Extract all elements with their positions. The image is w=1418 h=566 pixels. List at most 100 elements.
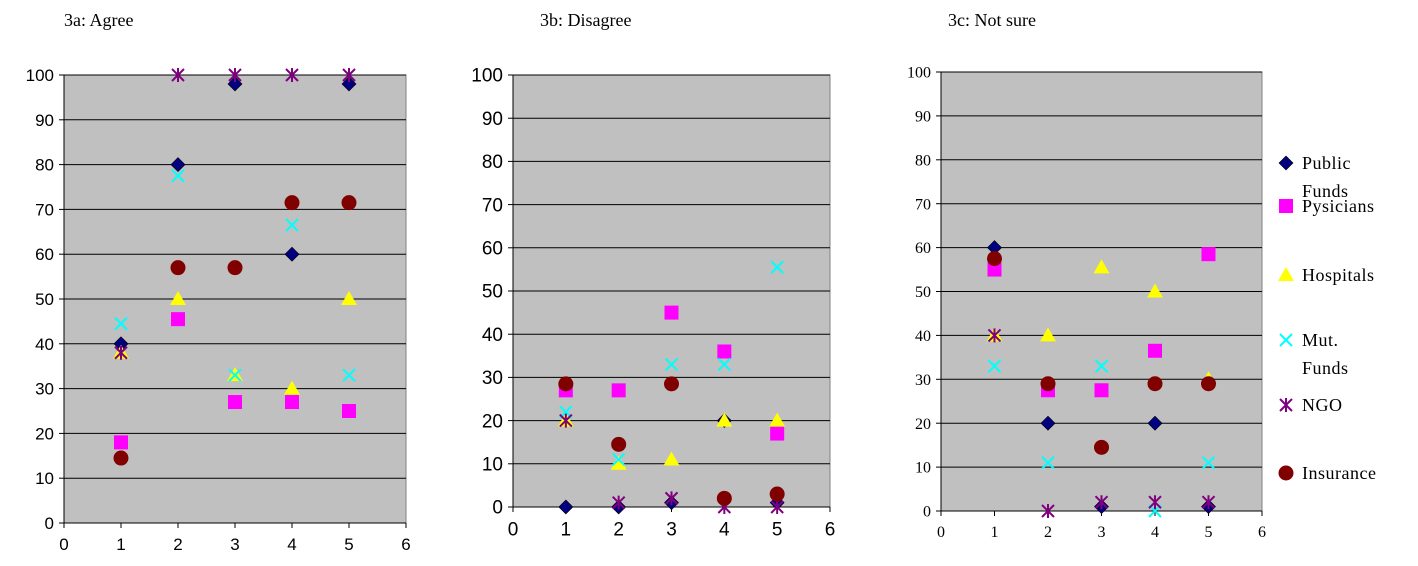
chart-3c-y-tick-label: 50 <box>915 284 931 301</box>
chart-3b-point-insurance <box>558 376 574 392</box>
chart-3a-point-hospitals <box>284 380 300 395</box>
chart-3a-x-tick-label: 1 <box>116 535 125 554</box>
chart-3c-y-tick-label: 30 <box>915 372 931 389</box>
chart-3b-point-hospitals <box>769 412 786 427</box>
legend-marker-mut-funds <box>1279 333 1293 347</box>
legend-marker-pysicians <box>1279 199 1293 213</box>
legend-marker-hospitals <box>1278 267 1294 281</box>
chart-3a-series-mut-funds <box>114 169 356 382</box>
legend-label-ngo: NGO <box>1302 395 1343 415</box>
chart-3c-point-pysicians <box>1094 383 1109 398</box>
chart-3a-point-mut-funds <box>285 218 299 232</box>
chart-3c-point-public-funds <box>1147 415 1163 431</box>
chart-3a-point-mut-funds <box>228 368 242 382</box>
chart-3b-y-tick-label: 20 <box>482 411 503 432</box>
chart-3b-point-pysicians <box>770 426 785 441</box>
chart-3c-y-tick-label: 80 <box>915 152 931 169</box>
chart-3c-x-tick-label: 3 <box>1098 524 1106 541</box>
chart-3c-y-tick-label: 0 <box>923 504 931 521</box>
chart-3a-point-insurance <box>170 260 186 276</box>
chart-3a-y-tick-label: 10 <box>35 469 54 488</box>
chart-3c-point-ngo <box>1041 504 1055 518</box>
legend-label-public-funds: Public <box>1302 153 1351 173</box>
chart-3c-point-ngo <box>1201 495 1216 510</box>
chart-3b: 0 10 20 30 40 50 60 70 80 90 100 0 1 2 3 4 5 6 <box>471 66 835 541</box>
chart-3b-point-insurance <box>716 490 732 506</box>
chart-3b-point-pysicians <box>664 305 679 320</box>
chart-3b-y-tick-label: 30 <box>482 368 503 389</box>
chart-3a-point-mut-funds <box>171 169 185 183</box>
chart-3c-point-pysicians <box>1201 247 1216 262</box>
chart-3b-x-tick-label: 4 <box>719 519 730 540</box>
chart-3a-point-public-funds <box>284 246 300 262</box>
legend-marker-insurance <box>1278 465 1294 481</box>
chart-3c-y-tick-label: 90 <box>915 109 931 126</box>
chart-3a-x-tick-label: 6 <box>401 535 410 554</box>
chart-3c-point-insurance <box>987 251 1002 267</box>
chart-3a-x-tick-label: 0 <box>59 535 68 554</box>
chart-3b-point-pysicians <box>611 383 626 398</box>
chart-3c-point-ngo <box>1094 495 1109 510</box>
chart-3b-x-tick-label: 6 <box>825 519 836 540</box>
chart-3c-x-tick-label: 5 <box>1205 524 1213 541</box>
chart-3a-y-tick-label: 70 <box>35 200 54 219</box>
chart-3a-point-pysicians <box>285 395 299 410</box>
chart-3b-point-hospitals <box>663 451 680 466</box>
chart-3b-point-hospitals <box>610 455 627 470</box>
chart-3c-point-insurance <box>1094 439 1109 455</box>
chart-3c-series-insurance <box>987 251 1216 455</box>
legend-label-mut-funds: Funds <box>1302 358 1349 378</box>
chart-3c-point-mut-funds <box>1201 456 1216 470</box>
chart-3b-x-tick-label: 1 <box>561 519 572 540</box>
chart-3c-x-tick-label: 6 <box>1258 524 1266 541</box>
legend-label-insurance: Insurance <box>1302 463 1376 483</box>
chart-3b-point-ngo <box>770 500 784 514</box>
chart-3b-point-insurance <box>664 376 679 392</box>
chart-3a-y-tick-label: 0 <box>45 514 54 533</box>
chart-3b-y-tick-label: 60 <box>482 238 503 259</box>
chart-3c-y-tick-label: 40 <box>915 328 931 345</box>
chart-3b-point-mut-funds <box>664 357 679 372</box>
chart-3b-point-insurance <box>611 436 627 452</box>
chart-3b-y-tick-label: 70 <box>482 195 503 216</box>
chart-3b-y-tick-label: 0 <box>492 498 503 519</box>
chart-3c-point-ngo <box>1148 495 1162 510</box>
chart-3c-series-public-funds <box>987 240 1216 515</box>
chart-3b-point-hospitals <box>716 412 733 427</box>
chart-3a-y-tick-label: 40 <box>35 335 54 354</box>
chart-3c-point-hospitals <box>1147 283 1163 298</box>
chart-3b-y-tick-label: 80 <box>482 152 503 173</box>
chart-3b-point-pysicians <box>717 344 732 359</box>
chart-3a-y-tick-label: 60 <box>35 245 54 264</box>
chart-3b-series-hospitals <box>557 412 786 470</box>
chart-3c-point-insurance <box>1201 376 1216 392</box>
chart-3c: 0 10 20 30 40 50 60 70 80 90 100 0 1 2 3 4 5 6 <box>907 65 1266 541</box>
chart-3a-y-tick-label: 30 <box>35 380 54 399</box>
chart-3b-x-tick-label: 5 <box>772 519 783 540</box>
chart-3b-title: 3b: Disagree <box>540 10 632 30</box>
chart-3a-point-hospitals <box>341 291 357 305</box>
chart-3a-series-insurance <box>113 195 357 466</box>
chart-3a-point-mut-funds <box>114 316 128 331</box>
chart-3b-y-tick-label: 100 <box>471 66 503 87</box>
chart-3c-point-public-funds <box>1040 415 1056 431</box>
chart-3b-y-tick-label: 10 <box>482 454 503 475</box>
chart-3b-y-tick-label: 50 <box>482 282 503 303</box>
chart-3a-y-tick-label: 20 <box>35 424 54 443</box>
chart-3a-point-insurance <box>284 195 300 211</box>
chart-3c-point-hospitals <box>1093 259 1110 274</box>
chart-3a-series-pysicians <box>114 312 356 450</box>
chart-3a-point-public-funds <box>341 76 357 92</box>
chart-3b-point-mut-funds <box>717 357 732 372</box>
chart-3c-y-tick-label: 60 <box>915 240 931 257</box>
chart-3a-point-insurance <box>113 450 129 466</box>
chart-3c-x-tick-label: 2 <box>1044 524 1052 541</box>
chart-3a-point-insurance <box>227 260 243 276</box>
legend-marker-public-funds <box>1278 155 1294 171</box>
chart-3b-point-mut-funds <box>611 452 626 467</box>
chart-3c-point-pysicians <box>1148 343 1162 358</box>
chart-3a-series-public-funds <box>113 76 357 352</box>
chart-3b-point-ngo <box>559 413 573 428</box>
chart-3b-point-ngo <box>664 491 679 506</box>
chart-3c-point-mut-funds <box>1094 359 1109 373</box>
